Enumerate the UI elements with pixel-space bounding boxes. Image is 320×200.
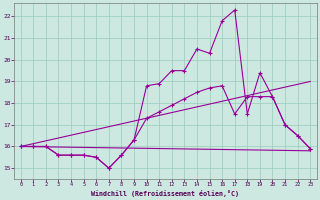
X-axis label: Windchill (Refroidissement éolien,°C): Windchill (Refroidissement éolien,°C)	[92, 190, 239, 197]
